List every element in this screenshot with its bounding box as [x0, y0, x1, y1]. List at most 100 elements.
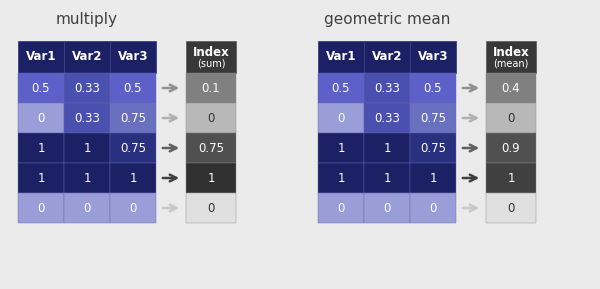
Text: 1: 1: [507, 171, 515, 184]
Bar: [18, 193, 64, 223]
Text: 0.75: 0.75: [120, 142, 146, 155]
Bar: [318, 133, 364, 163]
Bar: [186, 103, 236, 133]
Text: 0.4: 0.4: [502, 81, 520, 95]
Text: 1: 1: [37, 142, 45, 155]
Text: 1: 1: [337, 142, 345, 155]
Text: 0.75: 0.75: [120, 112, 146, 125]
Bar: [64, 133, 110, 163]
Bar: [186, 41, 236, 73]
Text: 1: 1: [383, 142, 391, 155]
Text: (mean): (mean): [493, 59, 529, 69]
Text: Var1: Var1: [26, 51, 56, 64]
Bar: [186, 193, 236, 223]
Text: Index: Index: [493, 47, 529, 60]
Text: Var3: Var3: [118, 51, 148, 64]
Text: 0: 0: [508, 201, 515, 214]
Text: 0.5: 0.5: [32, 81, 50, 95]
Bar: [318, 163, 364, 193]
Text: 0: 0: [208, 201, 215, 214]
Text: 0.1: 0.1: [202, 81, 220, 95]
Text: 0: 0: [37, 112, 44, 125]
Bar: [410, 73, 456, 103]
Text: 0: 0: [130, 201, 137, 214]
Bar: [186, 133, 236, 163]
Bar: [186, 163, 236, 193]
Text: 1: 1: [83, 142, 91, 155]
Text: 0: 0: [37, 201, 44, 214]
Text: 0.5: 0.5: [424, 81, 442, 95]
Bar: [18, 73, 64, 103]
Text: 0: 0: [383, 201, 391, 214]
Text: 0: 0: [208, 112, 215, 125]
Bar: [410, 193, 456, 223]
Text: 1: 1: [429, 171, 437, 184]
Text: 0: 0: [508, 112, 515, 125]
Bar: [110, 193, 156, 223]
Text: 0: 0: [83, 201, 91, 214]
Bar: [410, 41, 456, 73]
Text: 0.5: 0.5: [124, 81, 142, 95]
Bar: [486, 193, 536, 223]
Bar: [18, 133, 64, 163]
Bar: [18, 41, 64, 73]
Bar: [364, 163, 410, 193]
Bar: [318, 41, 364, 73]
Bar: [64, 163, 110, 193]
Text: 1: 1: [83, 171, 91, 184]
Text: Var1: Var1: [326, 51, 356, 64]
Text: 0: 0: [337, 112, 344, 125]
Bar: [486, 163, 536, 193]
Bar: [186, 73, 236, 103]
Bar: [364, 73, 410, 103]
Bar: [64, 103, 110, 133]
Text: 0.33: 0.33: [74, 112, 100, 125]
Bar: [18, 163, 64, 193]
Text: 1: 1: [37, 171, 45, 184]
Text: 1: 1: [129, 171, 137, 184]
Text: Var2: Var2: [72, 51, 102, 64]
Bar: [110, 163, 156, 193]
Bar: [318, 193, 364, 223]
Bar: [318, 103, 364, 133]
Bar: [486, 103, 536, 133]
Text: 0.33: 0.33: [374, 112, 400, 125]
Text: 0.75: 0.75: [198, 142, 224, 155]
Text: 0.9: 0.9: [502, 142, 520, 155]
Bar: [64, 73, 110, 103]
Bar: [364, 41, 410, 73]
Bar: [410, 163, 456, 193]
Bar: [486, 133, 536, 163]
Bar: [110, 103, 156, 133]
Text: Var3: Var3: [418, 51, 448, 64]
Text: 0: 0: [337, 201, 344, 214]
Text: 0.33: 0.33: [374, 81, 400, 95]
Text: geometric mean: geometric mean: [324, 12, 450, 27]
Text: (sum): (sum): [197, 59, 225, 69]
Bar: [110, 73, 156, 103]
Bar: [486, 41, 536, 73]
Text: 0.33: 0.33: [74, 81, 100, 95]
Bar: [364, 193, 410, 223]
Bar: [110, 133, 156, 163]
Text: multiply: multiply: [56, 12, 118, 27]
Bar: [364, 133, 410, 163]
Text: Index: Index: [193, 47, 229, 60]
Bar: [64, 41, 110, 73]
Bar: [64, 193, 110, 223]
Text: Var2: Var2: [372, 51, 402, 64]
Text: 0: 0: [430, 201, 437, 214]
Text: 1: 1: [337, 171, 345, 184]
Text: 0.75: 0.75: [420, 142, 446, 155]
Bar: [410, 133, 456, 163]
Bar: [318, 73, 364, 103]
Bar: [486, 73, 536, 103]
Text: 1: 1: [383, 171, 391, 184]
Text: 1: 1: [207, 171, 215, 184]
Bar: [110, 41, 156, 73]
Bar: [18, 103, 64, 133]
Bar: [364, 103, 410, 133]
Text: 0.75: 0.75: [420, 112, 446, 125]
Text: 0.5: 0.5: [332, 81, 350, 95]
Bar: [410, 103, 456, 133]
